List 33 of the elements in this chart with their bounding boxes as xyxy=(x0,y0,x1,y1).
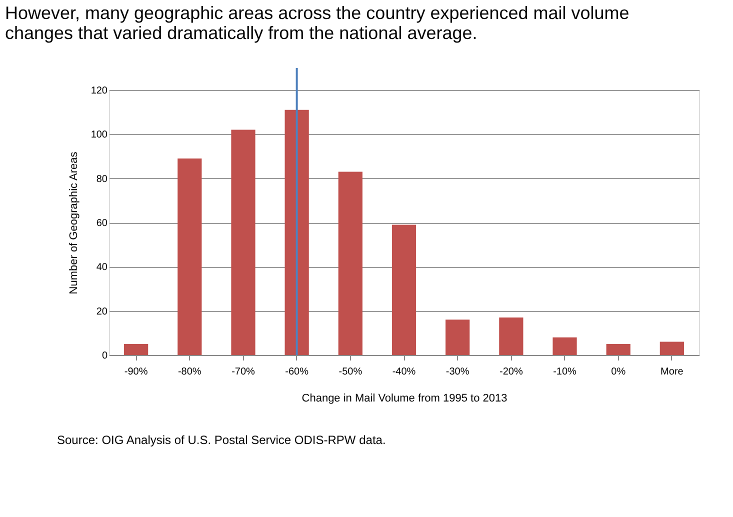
y-tick-label: 40 xyxy=(96,262,108,274)
bar xyxy=(446,320,470,355)
source-note: Source: OIG Analysis of U.S. Postal Service ODIS-RPW data. xyxy=(57,433,386,447)
x-tick-label: -10% xyxy=(553,366,577,378)
x-tick-label: -70% xyxy=(232,366,256,378)
x-tick-label: -20% xyxy=(499,366,523,378)
y-tick-label: 20 xyxy=(96,306,108,318)
bar xyxy=(284,110,309,355)
bar xyxy=(499,317,524,355)
x-axis-title: Change in Mail Volume from 1995 to 2013 xyxy=(302,392,508,404)
x-tick-label: -30% xyxy=(446,366,470,378)
bar xyxy=(338,172,362,355)
y-axis-title: Number of Geographic Areas xyxy=(68,151,80,294)
bar xyxy=(392,224,416,355)
x-tick-label: -50% xyxy=(338,366,362,378)
x-tick-label: -80% xyxy=(178,366,202,378)
y-tick-label: 0 xyxy=(102,350,108,362)
x-tick-label: More xyxy=(660,366,684,378)
bar xyxy=(606,344,630,355)
y-tick-label: 60 xyxy=(96,218,108,229)
chart-title: However, many geographic areas across the country experienced mail volume changes that varied dramatically from the national average. xyxy=(5,3,630,43)
x-tick-label: -60% xyxy=(285,366,309,378)
bar xyxy=(660,342,684,355)
bar xyxy=(178,158,202,355)
x-tick-label: -40% xyxy=(392,366,416,378)
bar xyxy=(124,344,148,355)
x-tick-label: -90% xyxy=(124,366,148,378)
y-tick-label: 100 xyxy=(90,130,108,141)
x-tick-label: 0% xyxy=(611,366,626,378)
bar xyxy=(231,130,256,355)
y-tick-label: 120 xyxy=(90,86,108,96)
bar xyxy=(552,337,577,355)
y-tick-label: 80 xyxy=(96,174,108,185)
